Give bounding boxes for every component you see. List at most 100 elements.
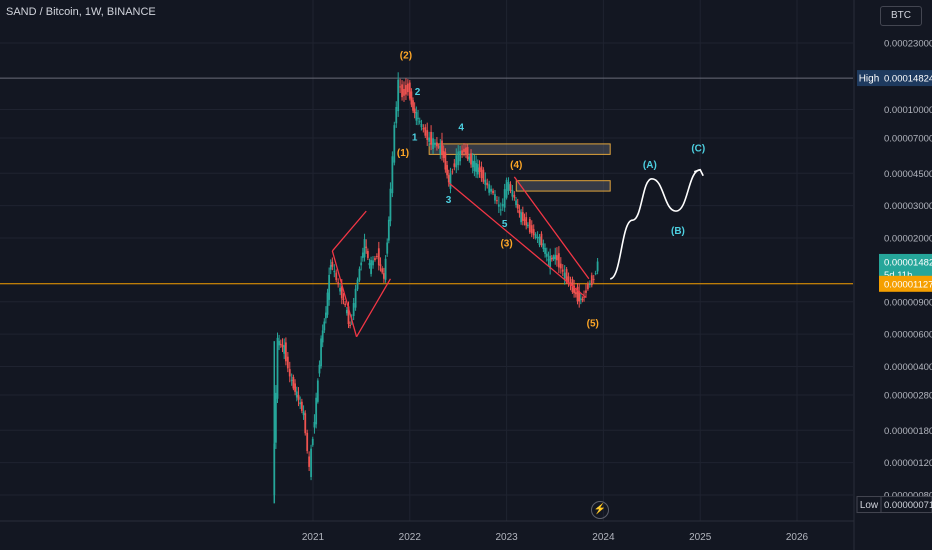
candle-body xyxy=(559,263,562,269)
candle-body xyxy=(399,86,402,88)
candle-body xyxy=(507,182,510,191)
candle-body xyxy=(480,166,483,179)
candle-body xyxy=(310,448,312,478)
current-price-value: 0.00001482 xyxy=(884,257,932,268)
candle-body xyxy=(340,286,343,299)
candle-body xyxy=(430,131,432,145)
candle-body xyxy=(471,160,474,168)
x-tick-label: 2021 xyxy=(302,532,325,543)
candle-body xyxy=(459,150,462,162)
y-tick-label: 0.00000400 xyxy=(884,362,932,373)
candle-body xyxy=(594,273,597,275)
candle-body xyxy=(468,156,471,161)
candle-body xyxy=(426,130,429,140)
candle-body xyxy=(496,200,498,202)
candle-body xyxy=(590,275,593,286)
wave-label: (3) xyxy=(500,238,512,249)
candle-body xyxy=(526,224,529,227)
candle-body xyxy=(556,255,558,261)
candle-body xyxy=(451,171,454,173)
candle-body xyxy=(408,82,411,99)
candle-body xyxy=(461,150,463,154)
x-tick-label: 2022 xyxy=(399,532,422,543)
low-value-box xyxy=(880,496,932,514)
candle-body xyxy=(513,194,516,198)
candle-body xyxy=(383,273,385,279)
candle-body xyxy=(552,256,555,260)
candle-body xyxy=(521,212,524,221)
candle-body xyxy=(473,161,476,171)
lightning-icon[interactable]: ⚡ xyxy=(591,501,609,519)
candle-body xyxy=(281,344,284,347)
candle-body xyxy=(453,163,456,167)
candle-body xyxy=(321,330,324,343)
wave-label: (4) xyxy=(510,160,522,171)
candle-body xyxy=(567,276,570,284)
candle-body xyxy=(278,340,281,346)
candle-body xyxy=(583,296,585,298)
candle-body xyxy=(329,264,332,270)
candle-body xyxy=(306,432,309,452)
x-tick-label: 2023 xyxy=(495,532,518,543)
candle-body xyxy=(573,285,576,294)
candle-body xyxy=(304,413,307,434)
y-tick-label: 0.00000080 xyxy=(884,491,932,502)
wave-label: 1 xyxy=(412,132,418,143)
candle-body xyxy=(446,165,448,176)
candle-body xyxy=(358,268,361,281)
candle-body xyxy=(547,259,550,261)
candle-body xyxy=(342,298,345,300)
candle-body xyxy=(424,127,427,136)
candle-body xyxy=(540,233,543,246)
candle-body xyxy=(592,278,595,280)
candle-body xyxy=(349,324,352,326)
candle-body xyxy=(325,312,327,319)
candle-body xyxy=(511,189,514,197)
candle-body xyxy=(578,291,581,302)
candle-body xyxy=(377,248,380,266)
candle-body xyxy=(406,83,409,93)
candle-body xyxy=(588,283,591,285)
candle-body xyxy=(549,255,552,269)
candle-body xyxy=(515,200,517,205)
candle-body xyxy=(503,189,506,208)
candle-body xyxy=(484,179,487,185)
wedge-lower-line xyxy=(448,182,587,298)
candle-body xyxy=(565,269,568,283)
candle-body xyxy=(284,342,287,362)
candle-body xyxy=(532,229,535,236)
candle-body xyxy=(455,155,458,168)
candle-body xyxy=(492,190,494,194)
candle-body xyxy=(308,456,311,467)
y-tick-label: 0.00004500 xyxy=(884,169,932,180)
candle-body xyxy=(413,108,416,114)
candle-body xyxy=(534,234,537,238)
currency-button[interactable]: BTC xyxy=(880,6,922,26)
candle-body xyxy=(486,182,489,186)
candle-body xyxy=(574,292,577,295)
candle-body xyxy=(288,369,291,377)
x-tick-label: 2024 xyxy=(592,532,615,543)
candle-body xyxy=(339,288,342,292)
candle-body xyxy=(516,204,519,209)
candle-body xyxy=(395,106,398,124)
candle-body xyxy=(499,209,502,211)
candle-body xyxy=(276,337,279,399)
candle-body xyxy=(370,260,372,274)
candle-body xyxy=(442,151,445,159)
candle-body xyxy=(372,260,374,266)
candle-body xyxy=(403,89,405,96)
low-label: Low xyxy=(860,500,879,511)
high-label-box xyxy=(857,70,881,87)
candle-body xyxy=(520,212,523,223)
y-tick-label: 0.00010000 xyxy=(884,105,932,116)
y-tick-label: 0.00003000 xyxy=(884,201,932,212)
candle-body xyxy=(299,402,302,405)
x-tick-label: 2026 xyxy=(786,532,809,543)
candle-body xyxy=(523,219,526,221)
candle-body xyxy=(381,268,384,273)
y-tick-label: 0.00000900 xyxy=(884,297,932,308)
candle-body xyxy=(494,194,496,201)
